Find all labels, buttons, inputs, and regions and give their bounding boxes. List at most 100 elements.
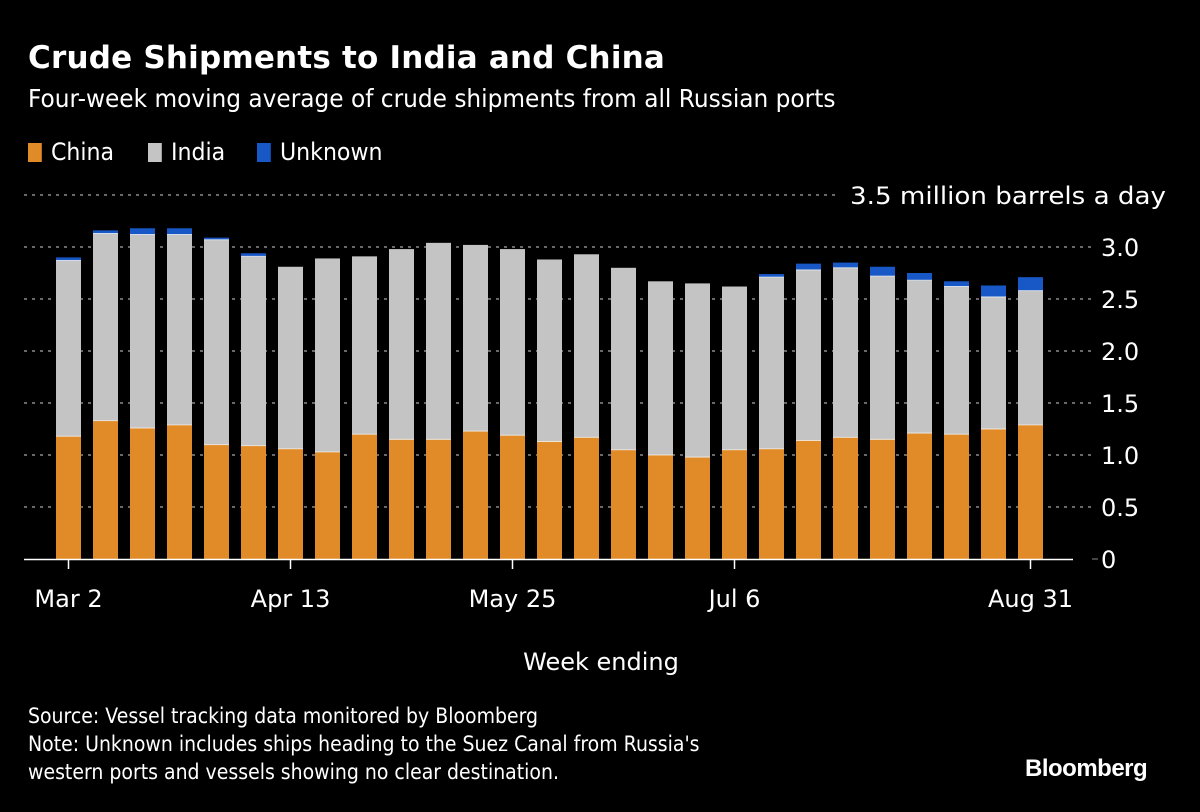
bar-china-5 <box>241 445 266 559</box>
bar-india-23 <box>907 280 932 434</box>
y-tick-label: 2.0 <box>1101 338 1139 366</box>
bar-china-2 <box>130 427 155 559</box>
bar-china-6 <box>278 448 303 559</box>
bar-unknown-0 <box>56 257 81 261</box>
bar-china-10 <box>426 439 451 559</box>
bar-india-18 <box>722 286 747 450</box>
bar-china-7 <box>315 451 340 559</box>
note-line-1: Note: Unknown includes ships heading to … <box>28 732 700 756</box>
legend-label-india: India <box>170 138 225 166</box>
bar-india-6 <box>278 266 303 449</box>
bar-china-20 <box>796 440 821 559</box>
y-axis-unit-label: 3.5 million barrels a day <box>850 182 1166 210</box>
bar-india-5 <box>241 256 266 446</box>
legend-item-unknown: Unknown <box>257 138 383 166</box>
bar-unknown-2 <box>130 228 155 235</box>
bar-unknown-19 <box>759 274 784 278</box>
bar-china-19 <box>759 448 784 559</box>
bar-india-19 <box>759 277 784 449</box>
bar-india-22 <box>870 276 895 440</box>
x-axis-title: Week ending <box>523 648 679 676</box>
bar-unknown-21 <box>833 262 858 268</box>
bar-china-17 <box>685 457 710 559</box>
bar-india-4 <box>204 239 229 445</box>
bar-india-3 <box>167 234 192 425</box>
bar-china-26 <box>1018 424 1043 559</box>
bar-china-14 <box>574 437 599 559</box>
bar-china-23 <box>907 433 932 559</box>
bar-china-12 <box>500 435 525 559</box>
bar-china-8 <box>352 434 377 559</box>
legend: China India Unknown <box>28 138 420 166</box>
bar-india-17 <box>685 283 710 458</box>
bar-unknown-4 <box>204 237 229 240</box>
bar-india-13 <box>537 259 562 442</box>
bar-india-10 <box>426 242 451 440</box>
x-tick-label: Jul 6 <box>707 585 761 613</box>
legend-item-india: India <box>147 138 225 166</box>
source-note: Source: Vessel tracking data monitored b… <box>28 704 539 728</box>
y-tick-label: 2.5 <box>1101 286 1139 314</box>
bar-india-25 <box>981 296 1006 429</box>
bar-china-9 <box>389 439 414 559</box>
bar-china-3 <box>167 424 192 559</box>
y-tick-label: 0.5 <box>1101 494 1139 522</box>
note-line-2: western ports and vessels showing no cle… <box>28 760 559 784</box>
bar-india-14 <box>574 254 599 438</box>
legend-swatch-china <box>28 142 42 162</box>
bar-india-12 <box>500 249 525 436</box>
bar-china-0 <box>56 436 81 559</box>
bar-unknown-3 <box>167 228 192 235</box>
bar-india-20 <box>796 269 821 441</box>
bar-china-24 <box>944 434 969 559</box>
bar-unknown-20 <box>796 263 821 270</box>
bar-india-2 <box>130 234 155 428</box>
y-tick-label: 3.0 <box>1101 234 1139 262</box>
axes: 0 0.5 1.0 1.5 2.0 2.5 3.0 3.5 million barrels a… <box>24 182 1166 676</box>
legend-swatch-unknown <box>257 142 272 162</box>
bar-india-8 <box>352 256 377 435</box>
bar-unknown-25 <box>981 285 1006 297</box>
bar-china-13 <box>537 441 562 559</box>
bar-china-16 <box>648 455 673 559</box>
bar-unknown-23 <box>907 273 932 281</box>
bar-india-26 <box>1018 290 1043 425</box>
x-tick-label: Apr 13 <box>251 585 331 613</box>
bar-china-15 <box>611 449 636 559</box>
x-tick-label: Mar 2 <box>34 585 102 613</box>
bar-china-11 <box>463 431 488 559</box>
bar-india-9 <box>389 249 414 440</box>
bar-unknown-24 <box>944 281 969 287</box>
legend-label-china: China <box>51 138 115 166</box>
bar-china-1 <box>93 420 118 559</box>
bar-china-4 <box>204 444 229 559</box>
bar-india-21 <box>833 267 858 438</box>
legend-swatch-india <box>147 142 162 162</box>
bar-india-1 <box>93 233 118 421</box>
x-tick-label: Aug 31 <box>988 585 1073 613</box>
legend-item-china: China <box>28 138 114 166</box>
bar-china-21 <box>833 437 858 559</box>
y-tick-label: 1.0 <box>1101 442 1139 470</box>
bar-china-22 <box>870 439 895 559</box>
bar-india-15 <box>611 267 636 450</box>
bloomberg-logo: Bloomberg <box>1025 755 1148 782</box>
bar-unknown-1 <box>93 230 118 234</box>
bar-china-25 <box>981 429 1006 559</box>
chart-subtitle: Four-week moving average of crude shipme… <box>28 84 836 113</box>
bar-unknown-26 <box>1018 277 1043 291</box>
y-tick-label: 0 <box>1101 546 1116 574</box>
x-tick-label: May 25 <box>469 585 557 613</box>
bar-china-18 <box>722 449 747 559</box>
legend-label-unknown: Unknown <box>280 138 383 166</box>
y-tick-label: 1.5 <box>1101 390 1139 418</box>
bar-india-11 <box>463 244 488 432</box>
bars <box>56 228 1043 559</box>
chart-title: Crude Shipments to India and China <box>28 40 666 76</box>
bar-india-0 <box>56 260 81 437</box>
bar-india-24 <box>944 286 969 435</box>
bar-india-16 <box>648 281 673 455</box>
footer: Source: Vessel tracking data monitored b… <box>28 702 699 786</box>
bar-unknown-22 <box>870 266 895 277</box>
